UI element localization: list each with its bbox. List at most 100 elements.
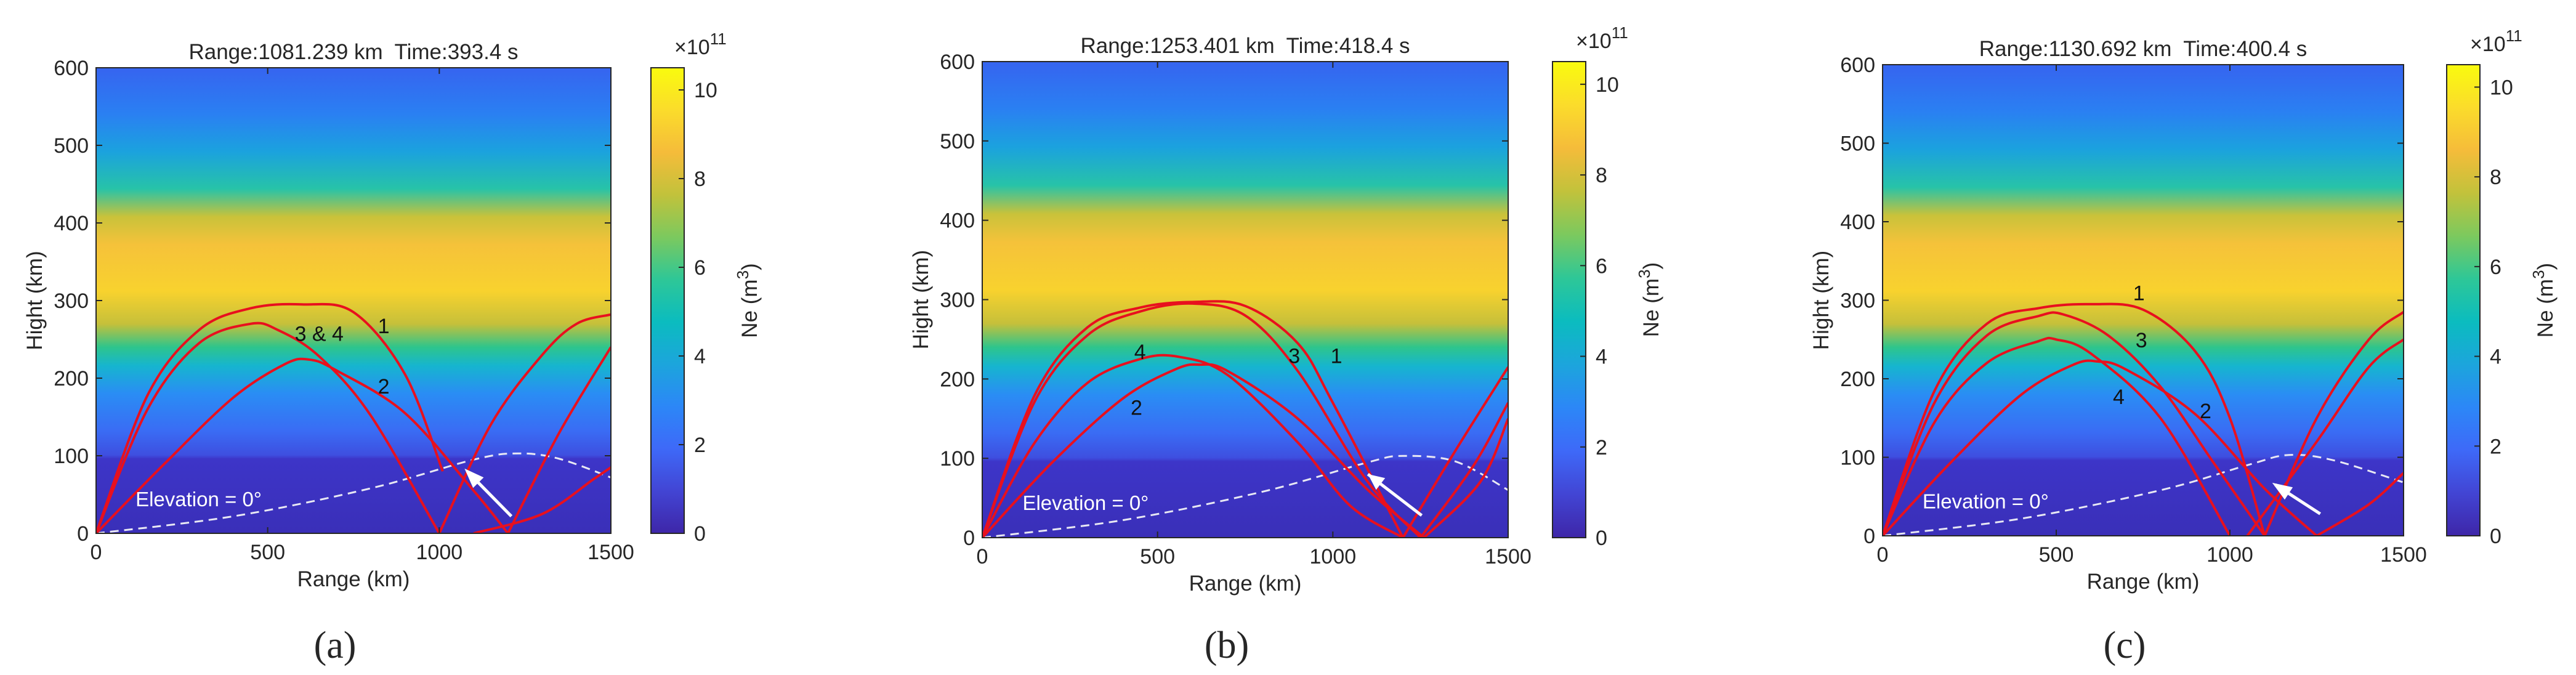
- elevation-label: Elevation = 0°: [1022, 491, 1149, 514]
- elevation-curve: [96, 452, 611, 533]
- colorbar-label-close: ): [738, 263, 762, 270]
- ray-label: 1: [2133, 282, 2145, 305]
- ray-path-2: [1883, 359, 2318, 536]
- colorbar-tick-label: 2: [694, 434, 706, 457]
- y-tick-label: 400: [1840, 211, 1875, 234]
- y-tick-label: 200: [1840, 368, 1875, 391]
- ray-path-3: [96, 321, 441, 533]
- colorbar-label-sup: 3: [2529, 270, 2548, 278]
- y-tick-label: 100: [940, 447, 975, 471]
- ray-path-ground-hop: [438, 313, 611, 533]
- ray-label: 2: [2200, 400, 2211, 423]
- elevation-label: Elevation = 0°: [1923, 490, 2049, 512]
- colorbar-exponent-power: 11: [2506, 26, 2522, 45]
- y-tick-label: 300: [54, 289, 89, 313]
- ray-path-4: [1883, 336, 2231, 536]
- colorbar-tick-label: 4: [2490, 346, 2501, 369]
- x-tick-label: 0: [977, 545, 988, 568]
- colorbar-label: Ne (m3): [733, 263, 762, 338]
- x-tick-label: 0: [1877, 543, 1889, 567]
- ray-label: 2: [1131, 396, 1142, 419]
- colorbar-tick-label: 8: [694, 168, 706, 191]
- colorbar-tick-label: 8: [1596, 164, 1607, 187]
- colorbar-label-close: ): [1639, 262, 1663, 270]
- colorbar-tick-label: 4: [1596, 346, 1607, 369]
- y-tick-label: 200: [940, 368, 975, 391]
- y-axis-label: Hight (km): [1809, 251, 1833, 350]
- ray-path-3: [982, 302, 1422, 538]
- aircraft-marker: [464, 468, 484, 488]
- colorbar-tick-label: 4: [694, 345, 706, 368]
- colorbar-label-text: Ne (m: [1639, 278, 1663, 337]
- ray-label: 3: [1288, 345, 1300, 368]
- y-tick-label: 500: [940, 130, 975, 153]
- elevation-curve: [1883, 453, 2404, 536]
- elevation-label: Elevation = 0°: [135, 488, 262, 511]
- ray-label: 1: [1331, 345, 1343, 368]
- y-tick-label: 600: [1840, 54, 1875, 77]
- colorbar-tick-label: 0: [694, 522, 706, 546]
- colorbar: 0 2 4 6 8 10 ×1011 Ne (m3): [2446, 26, 2558, 548]
- y-tick-label: 0: [1863, 525, 1875, 548]
- y-tick-label: 500: [1840, 132, 1875, 156]
- x-axis-label: Range (km): [1189, 572, 1302, 596]
- density-background: [96, 68, 611, 533]
- colorbar-label-text: Ne (m: [738, 279, 762, 338]
- colorbar-tick-label: 8: [2490, 166, 2501, 189]
- colorbar-exponent-base: ×10: [1576, 30, 1612, 53]
- x-axis-label: Range (km): [2087, 570, 2200, 594]
- y-tick-label: 600: [54, 57, 89, 80]
- colorbar: 0 2 4 6 8 10 ×1011 Ne (m3): [1552, 23, 1663, 550]
- x-tick-label: 500: [250, 541, 285, 564]
- colorbar-exponent: ×1011: [674, 30, 727, 59]
- ray-label: 4: [2113, 386, 2125, 409]
- y-tick-label: 600: [940, 51, 975, 74]
- colorbar-tick-label: 10: [2490, 76, 2513, 99]
- ray-path-ground-hop-2: [507, 346, 611, 533]
- plot-area: Elevation = 0°: [982, 300, 1508, 538]
- y-tick-label: 200: [54, 367, 89, 390]
- y-axis-label: Hight (km): [909, 250, 933, 349]
- colorbar-tick-label: 10: [1596, 73, 1619, 97]
- plot-area: Elevation = 0°: [96, 302, 611, 533]
- colorbar-tick-label: 10: [694, 79, 717, 102]
- colorbar-tick-label: 6: [694, 256, 706, 280]
- x-tick-label: 500: [2039, 543, 2074, 567]
- colorbar-tick-label: 2: [2490, 435, 2501, 458]
- colorbar-tick-label: 6: [2490, 256, 2501, 279]
- ray-path-1: [982, 300, 1404, 538]
- colorbar-label: Ne (m3): [2529, 263, 2558, 338]
- ray-label: 2: [378, 375, 390, 398]
- panel-label: (b): [1205, 624, 1249, 666]
- ray-label: 3 & 4: [295, 323, 344, 346]
- plot-area: Elevation = 0°: [1883, 302, 2404, 536]
- colorbar-exponent-power: 11: [1612, 23, 1628, 42]
- x-tick-label: 1000: [1310, 545, 1357, 568]
- ray-label: 3: [2136, 329, 2147, 352]
- ray-label: 1: [378, 315, 390, 338]
- colorbar-label-sup: 3: [733, 270, 752, 279]
- colorbar-tick-label: 6: [1596, 254, 1607, 278]
- ray-path-1: [96, 302, 444, 533]
- ray-path-2: [982, 363, 1425, 538]
- x-tick-label: 1000: [2207, 543, 2253, 567]
- ray-path-ground-hop-3: [1423, 418, 1508, 538]
- x-tick-label: 1500: [1485, 545, 1532, 568]
- colorbar-label-close: ): [2534, 263, 2558, 270]
- ray-path-4: [982, 354, 1404, 538]
- colorbar-exponent-base: ×10: [2470, 33, 2506, 56]
- ray-path-ground-hop-3: [2316, 472, 2404, 536]
- x-tick-label: 1500: [587, 541, 634, 564]
- y-tick-label: 500: [54, 134, 89, 158]
- panel-label: (c): [2104, 624, 2146, 666]
- colorbar-scale: [650, 67, 685, 534]
- colorbar-exponent-base: ×10: [674, 36, 710, 59]
- colorbar-scale: [2446, 64, 2481, 536]
- aircraft-marker: [1368, 474, 1386, 490]
- elevation-curve: [982, 455, 1508, 538]
- ray-path-3: [1883, 311, 2266, 536]
- colorbar-tick-label: 2: [1596, 436, 1607, 459]
- chart-title: Range:1081.239 km Time:393.4 s: [188, 40, 518, 64]
- colorbar-exponent: ×1011: [1576, 23, 1628, 53]
